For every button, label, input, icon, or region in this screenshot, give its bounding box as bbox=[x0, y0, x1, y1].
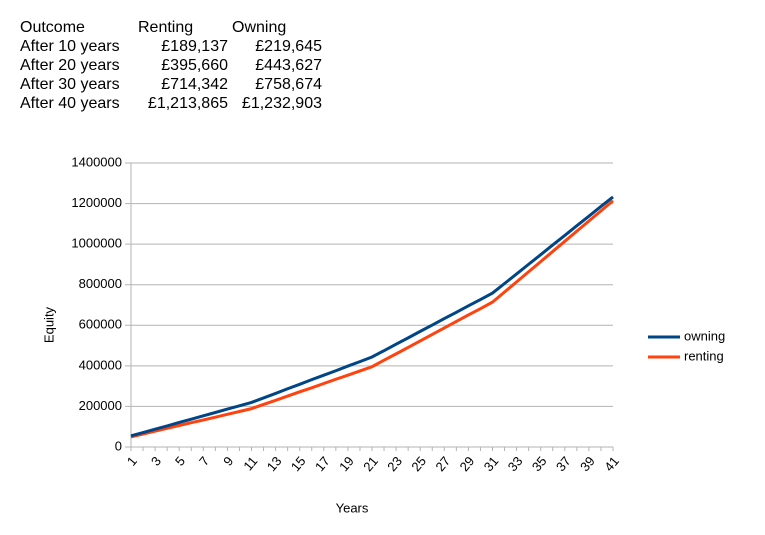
table-cell: £443,627 bbox=[255, 57, 322, 74]
series-line bbox=[130, 199, 614, 439]
table-row: After 10 years £189,137 £219,645 bbox=[20, 38, 340, 57]
x-tick-label: 41 bbox=[601, 453, 622, 474]
table-cell: £189,137 bbox=[161, 38, 228, 55]
x-tick-label: 15 bbox=[288, 453, 309, 474]
x-tick-label: 3 bbox=[148, 453, 164, 468]
table-cell: After 10 years bbox=[20, 38, 120, 55]
x-tick-label: 21 bbox=[360, 453, 381, 474]
x-tick-label: 23 bbox=[384, 453, 405, 474]
table-row: After 20 years £395,660 £443,627 bbox=[20, 57, 340, 76]
table-cell: £758,674 bbox=[255, 76, 322, 93]
table-header: Outcome Renting Owning bbox=[20, 19, 340, 38]
table-row: After 40 years £1,213,865 £1,232,903 bbox=[20, 95, 340, 114]
outcome-table: Outcome Renting Owning After 10 years £18… bbox=[20, 19, 340, 114]
y-tick-label: 400000 bbox=[79, 357, 122, 372]
series-line bbox=[130, 195, 614, 438]
x-tick-label: 9 bbox=[220, 453, 236, 468]
y-axis-title: Equity bbox=[41, 306, 56, 343]
x-tick-label: 31 bbox=[481, 453, 502, 474]
x-tick-label: 39 bbox=[577, 453, 598, 474]
y-tick-label: 200000 bbox=[79, 398, 122, 413]
table-cell: £1,213,865 bbox=[147, 95, 228, 112]
legend-label: owning bbox=[684, 328, 725, 343]
x-tick-label: 1 bbox=[124, 453, 140, 468]
table-cell: After 40 years bbox=[20, 95, 120, 112]
table-cell: £395,660 bbox=[161, 57, 228, 74]
x-tick-label: 29 bbox=[457, 453, 478, 474]
x-tick-label: 37 bbox=[553, 453, 574, 474]
y-tick-label: 0 bbox=[115, 438, 122, 453]
y-tick-label: 1200000 bbox=[71, 195, 122, 210]
y-tick-label: 600000 bbox=[79, 317, 122, 332]
x-tick-label: 27 bbox=[432, 453, 453, 474]
x-tick-label: 17 bbox=[312, 453, 333, 474]
header-cell: Owning bbox=[232, 19, 287, 36]
legend-label: renting bbox=[684, 348, 724, 363]
x-tick-label: 11 bbox=[240, 453, 260, 473]
x-tick-label: 25 bbox=[408, 453, 429, 474]
x-axis-title: Years bbox=[336, 500, 369, 515]
table-cell: £219,645 bbox=[255, 38, 322, 55]
header-cell: Renting bbox=[138, 19, 194, 36]
table-cell: £1,232,903 bbox=[241, 95, 322, 112]
table-cell: After 20 years bbox=[20, 57, 120, 74]
table-cell: £714,342 bbox=[161, 76, 228, 93]
header-cell: Outcome bbox=[20, 19, 85, 36]
x-tick-label: 13 bbox=[264, 453, 285, 474]
table-row: After 30 years £714,342 £758,674 bbox=[20, 76, 340, 95]
x-tick-label: 19 bbox=[336, 453, 357, 474]
x-tick-label: 5 bbox=[172, 453, 188, 468]
y-tick-label: 1400000 bbox=[71, 154, 122, 169]
x-tick-label: 7 bbox=[196, 453, 212, 468]
table-cell: After 30 years bbox=[20, 76, 120, 93]
x-tick-label: 35 bbox=[529, 453, 550, 474]
x-tick-label: 33 bbox=[505, 453, 526, 474]
y-tick-label: 1000000 bbox=[71, 236, 122, 251]
y-tick-label: 800000 bbox=[79, 276, 122, 291]
